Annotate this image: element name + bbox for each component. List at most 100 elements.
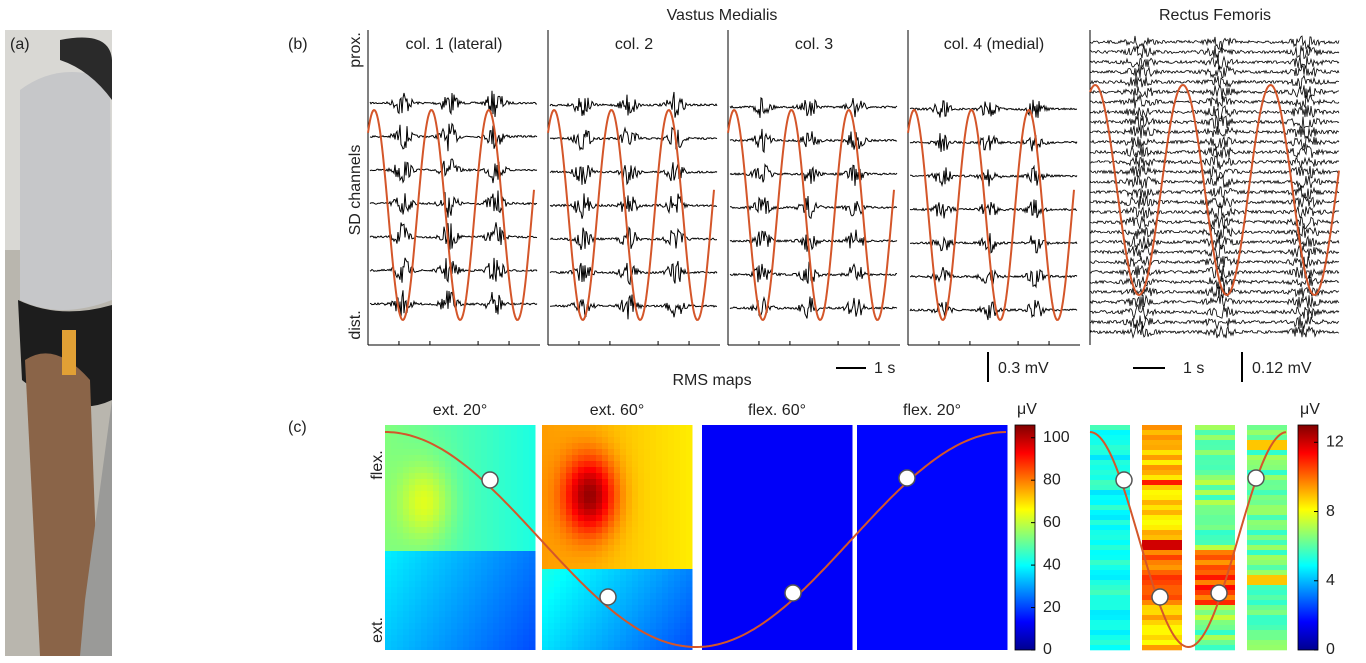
y-top: prox. bbox=[347, 32, 364, 68]
heat-cell bbox=[566, 581, 573, 588]
heat-cell bbox=[481, 431, 488, 438]
heat-cell bbox=[523, 491, 530, 498]
heat-cell bbox=[875, 545, 882, 552]
heat-cell bbox=[668, 617, 675, 624]
heat-cell bbox=[638, 455, 645, 462]
heat-cell bbox=[596, 641, 603, 648]
heat-cell bbox=[863, 431, 870, 438]
heat-cell bbox=[602, 569, 609, 576]
heat-cell bbox=[708, 533, 715, 540]
heat-cell bbox=[463, 437, 470, 444]
heat-cell bbox=[656, 605, 663, 612]
heat-cell bbox=[602, 545, 609, 552]
heat-cell bbox=[720, 569, 727, 576]
heat-cell bbox=[840, 515, 847, 522]
heat-cell bbox=[626, 485, 633, 492]
heat-cell bbox=[762, 599, 769, 606]
heat-cell bbox=[792, 551, 799, 558]
angle-curve bbox=[367, 108, 535, 322]
heat-cell bbox=[632, 635, 639, 642]
heat-cell bbox=[656, 575, 663, 582]
heat-cell bbox=[457, 635, 464, 642]
heat-cell bbox=[415, 623, 422, 630]
heat-cell bbox=[971, 527, 978, 534]
heat-cell bbox=[626, 581, 633, 588]
heat-cell bbox=[626, 641, 633, 648]
heat-cell bbox=[840, 467, 847, 474]
heat-cell bbox=[923, 443, 930, 450]
heat-cell bbox=[893, 575, 900, 582]
heat-cell bbox=[638, 437, 645, 444]
heat-cell bbox=[632, 503, 639, 510]
heat-cell bbox=[385, 497, 392, 504]
heat-cell bbox=[953, 605, 960, 612]
heat-cell bbox=[941, 443, 948, 450]
heat-cell bbox=[674, 647, 681, 650]
heat-cell bbox=[499, 587, 506, 594]
heat-cell bbox=[463, 497, 470, 504]
heat-row bbox=[1090, 520, 1130, 526]
heat-cell bbox=[857, 557, 864, 564]
heat-cell bbox=[487, 491, 494, 498]
heat-cell bbox=[686, 575, 693, 582]
heat-cell bbox=[385, 623, 392, 630]
heat-cell bbox=[786, 581, 793, 588]
heat-cell bbox=[971, 557, 978, 564]
heat-cell bbox=[554, 455, 561, 462]
heat-cell bbox=[415, 593, 422, 600]
heat-cell bbox=[828, 515, 835, 522]
heat-cell bbox=[750, 593, 757, 600]
heat-cell bbox=[738, 641, 745, 648]
heat-cell bbox=[762, 479, 769, 486]
heat-cell bbox=[804, 617, 811, 624]
heat-cell bbox=[840, 533, 847, 540]
heat-cell bbox=[810, 611, 817, 618]
heat-cell bbox=[439, 527, 446, 534]
heat-cell bbox=[680, 479, 687, 486]
heat-cell bbox=[463, 491, 470, 498]
heat-row bbox=[1142, 605, 1182, 611]
heat-cell bbox=[834, 563, 841, 570]
heat-cell bbox=[804, 647, 811, 650]
heat-cell bbox=[505, 437, 512, 444]
heat-cell bbox=[445, 605, 452, 612]
heat-cell bbox=[626, 491, 633, 498]
heat-cell bbox=[792, 485, 799, 492]
heat-cell bbox=[427, 551, 434, 558]
heat-cell bbox=[463, 503, 470, 510]
heat-cell bbox=[415, 497, 422, 504]
heat-row bbox=[1090, 465, 1130, 471]
heat-cell bbox=[403, 449, 410, 456]
heat-cell bbox=[1001, 443, 1008, 450]
heat-cell bbox=[415, 425, 422, 432]
heat-cell bbox=[529, 485, 536, 492]
colorbar-tick-label: 4 bbox=[1326, 572, 1335, 589]
heat-cell bbox=[792, 437, 799, 444]
heat-cell bbox=[602, 641, 609, 648]
heat-cell bbox=[674, 467, 681, 474]
heat-cell bbox=[403, 425, 410, 432]
heat-cell bbox=[923, 497, 930, 504]
heat-cell bbox=[887, 521, 894, 528]
heat-cell bbox=[662, 509, 669, 516]
heat-cell bbox=[971, 587, 978, 594]
heat-cell bbox=[935, 551, 942, 558]
heat-cell bbox=[397, 443, 404, 450]
heat-cell bbox=[662, 635, 669, 642]
heat-cell bbox=[517, 461, 524, 468]
heat-cell bbox=[714, 503, 721, 510]
heat-cell bbox=[680, 449, 687, 456]
heat-cell bbox=[989, 581, 996, 588]
heat-cell bbox=[768, 641, 775, 648]
heat-row bbox=[1247, 555, 1287, 561]
heat-cell bbox=[680, 599, 687, 606]
heat-cell bbox=[875, 443, 882, 450]
heat-cell bbox=[481, 605, 488, 612]
heat-cell bbox=[720, 593, 727, 600]
heat-cell bbox=[923, 599, 930, 606]
heat-cell bbox=[686, 473, 693, 480]
heat-cell bbox=[505, 593, 512, 600]
heat-row bbox=[1090, 620, 1130, 626]
heat-cell bbox=[983, 491, 990, 498]
heat-cell bbox=[893, 479, 900, 486]
